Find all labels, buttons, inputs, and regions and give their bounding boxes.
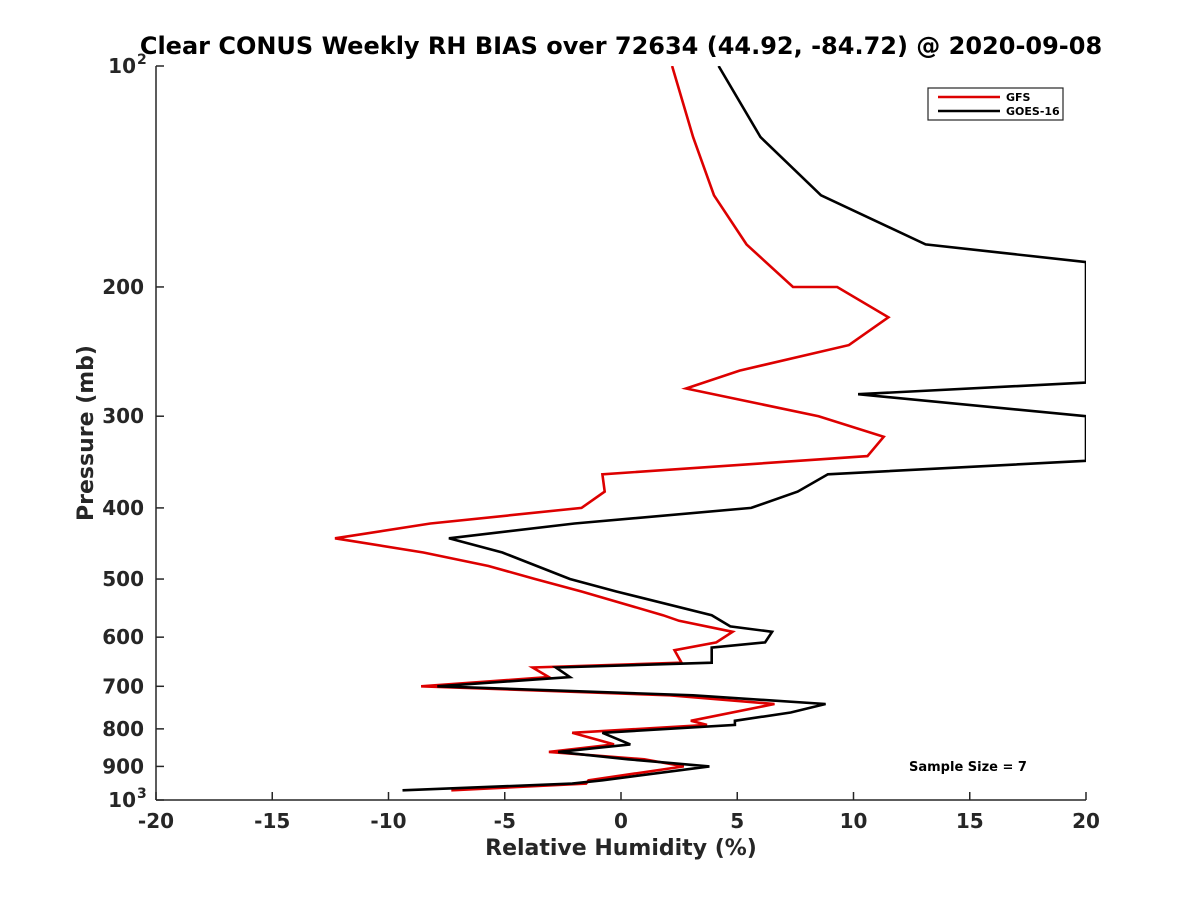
y-tick-label: 400 xyxy=(102,496,144,520)
y-tick-label: 10 xyxy=(108,788,136,812)
legend-box xyxy=(927,87,1064,121)
y-tick-label: 200 xyxy=(102,275,144,299)
x-axis-label: Relative Humidity (%) xyxy=(485,836,757,861)
x-tick-label: -15 xyxy=(254,809,290,833)
sample-size-label: Sample Size = 7 xyxy=(909,760,1027,775)
y-tick-label: 300 xyxy=(102,404,144,428)
x-tick-label: -5 xyxy=(494,809,516,833)
legend-label: GFS xyxy=(1006,91,1031,104)
plot-area: -20 -15 -10 -5 0 5 10 15 20 10 220030040050060070… xyxy=(102,52,1100,833)
x-tick-label: -10 xyxy=(370,809,406,833)
y-tick-label: 10 xyxy=(108,54,136,78)
x-tick-label: -20 xyxy=(138,809,174,833)
series-line-gfs xyxy=(334,66,891,792)
series-layer xyxy=(334,66,1086,792)
chart-title: Clear CONUS Weekly RH BIAS over 72634 (4… xyxy=(140,32,1102,60)
y-tick-label: 700 xyxy=(102,674,144,698)
y-tick-label: 600 xyxy=(102,625,144,649)
legend-label: GOES-16 xyxy=(1006,105,1060,118)
series-line-goes-16 xyxy=(402,66,1086,792)
y-tick-label: 800 xyxy=(102,717,144,741)
y-tick-label: 900 xyxy=(102,754,144,778)
y-tick-exponent: 2 xyxy=(137,52,147,68)
x-tick-label: 20 xyxy=(1072,809,1100,833)
x-tick-label: 5 xyxy=(730,809,744,833)
y-tick-exponent: 3 xyxy=(137,786,147,802)
x-tick-label: 10 xyxy=(840,809,868,833)
x-tick-label: 0 xyxy=(614,809,628,833)
x-ticks: -20 -15 -10 -5 0 5 10 15 20 xyxy=(138,792,1100,833)
y-axis-label: Pressure (mb) xyxy=(74,345,99,521)
y-tick-label: 500 xyxy=(102,567,144,591)
x-tick-label: 15 xyxy=(956,809,984,833)
